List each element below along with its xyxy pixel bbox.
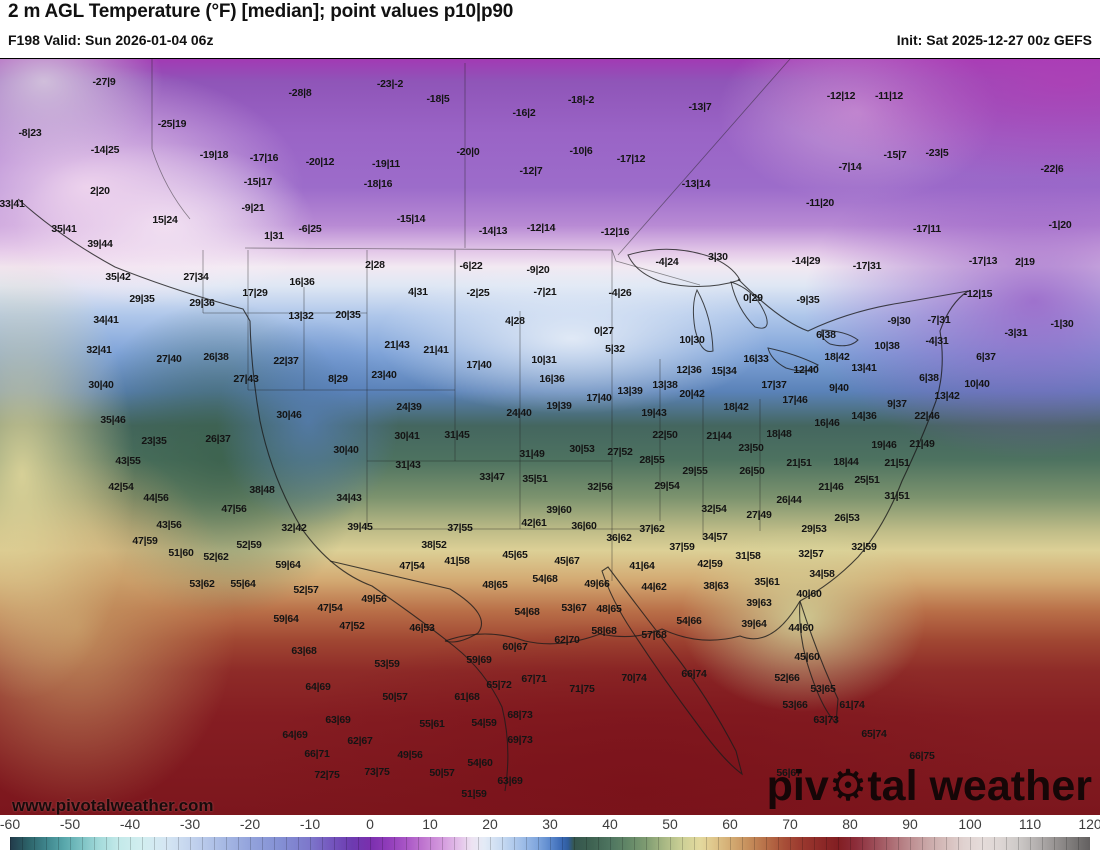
temperature-map[interactable] xyxy=(0,58,1100,815)
colorbar-tick-label: 90 xyxy=(902,816,918,832)
logo-text-right: tal weather xyxy=(867,762,1092,810)
colorbar-tick-label: 30 xyxy=(542,816,558,832)
init-time-label: Init: Sat 2025-12-27 00z GEFS xyxy=(896,32,1092,48)
colorbar-tick-label: -20 xyxy=(239,816,261,832)
colorbar-tick-label: 0 xyxy=(366,816,374,832)
map-borders xyxy=(17,59,969,792)
colorbar-tick-label: 80 xyxy=(842,816,858,832)
colorbar-gradient xyxy=(10,837,1090,850)
colorbar-tick-label: 60 xyxy=(722,816,738,832)
colorbar-tick-label: 10 xyxy=(422,816,438,832)
colorbar-tick-label: -30 xyxy=(179,816,201,832)
watermark: www.pivotalweather.com xyxy=(12,796,214,815)
colorbar-tick-label: 120 xyxy=(1078,816,1100,832)
colorbar-tick-label: -10 xyxy=(299,816,321,832)
valid-time-label: F198 Valid: Sun 2026-01-04 06z xyxy=(8,32,214,48)
colorbar-tick-label: 50 xyxy=(662,816,678,832)
colorbar-tick-label: -40 xyxy=(119,816,141,832)
gear-icon: ⚙ xyxy=(828,762,868,810)
colorbar: -60 -50 -40 -30 -20 -10 0 10 20 30 40 50 60 70 80 90 100… xyxy=(0,815,1100,850)
colorbar-tick-label: 40 xyxy=(602,816,618,832)
colorbar-tick-label: -50 xyxy=(59,816,81,832)
logo-text-left: piv xyxy=(766,762,829,810)
colorbar-tick-label: 110 xyxy=(1018,816,1042,832)
colorbar-ticks: -60 -50 -40 -30 -20 -10 0 10 20 30 40 50 60 70 80 90 100… xyxy=(0,816,1100,835)
pivotal-weather-logo: piv⚙tal weather xyxy=(767,765,1092,808)
colorbar-tick-label: 100 xyxy=(958,816,982,832)
colorbar-tick-label: -60 xyxy=(0,816,21,832)
page-title: 2 m AGL Temperature (°F) [median]; point… xyxy=(8,1,514,22)
colorbar-cell-lines xyxy=(10,837,1090,850)
colorbar-tick-label: 70 xyxy=(782,816,798,832)
header: 2 m AGL Temperature (°F) [median]; point… xyxy=(0,0,1100,58)
colorbar-tick-label: 20 xyxy=(482,816,498,832)
